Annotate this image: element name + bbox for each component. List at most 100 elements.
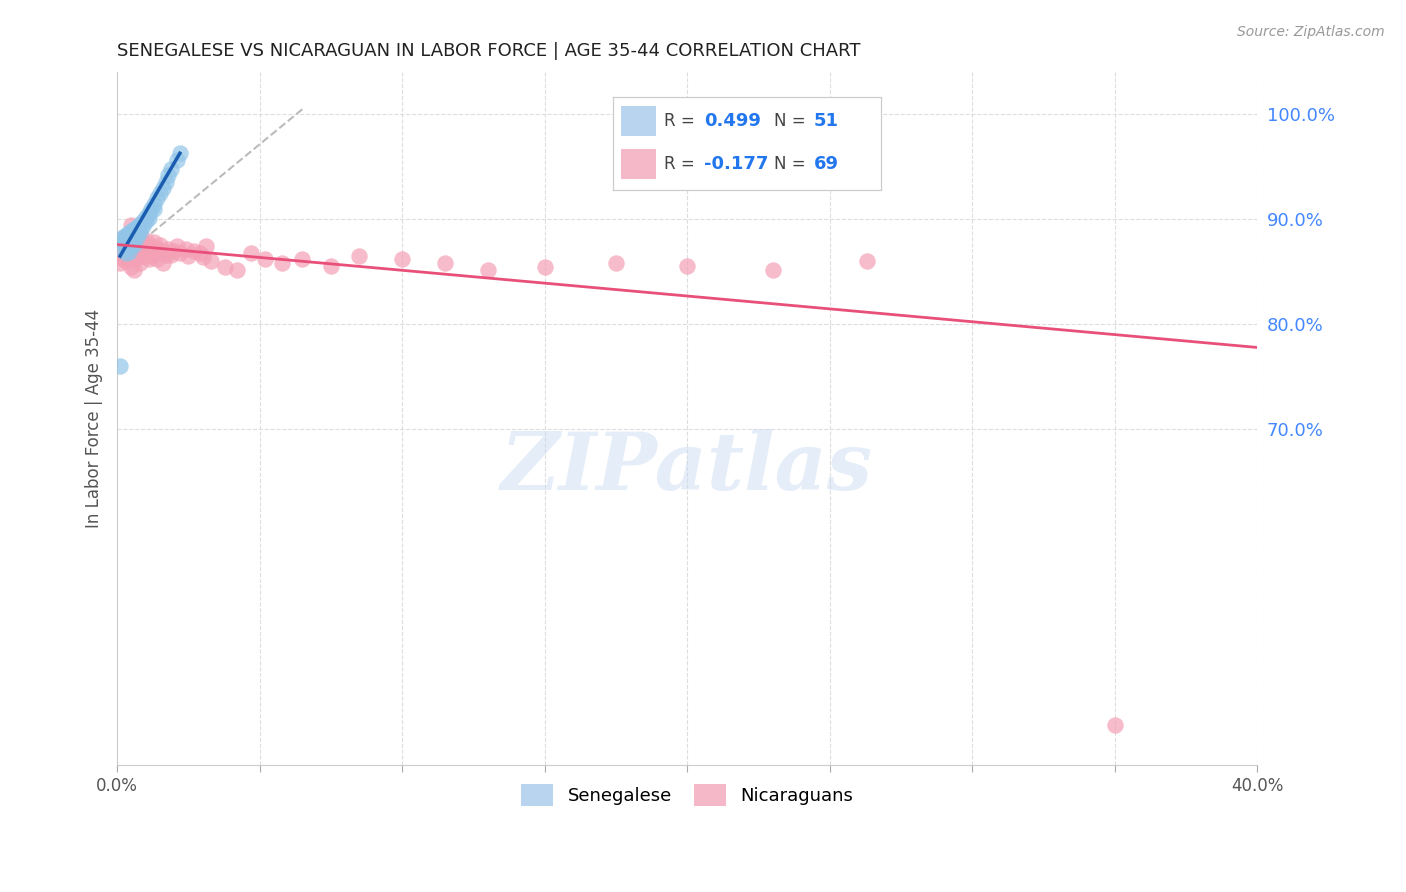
Point <box>138 242 160 256</box>
Point <box>146 191 169 205</box>
Point <box>120 227 142 241</box>
Point <box>194 238 217 252</box>
Point <box>124 232 146 246</box>
Point <box>676 259 699 273</box>
Point <box>114 235 136 249</box>
Point <box>533 260 555 274</box>
Point <box>160 161 183 176</box>
Point <box>146 252 169 267</box>
Point <box>141 249 163 263</box>
Text: Source: ZipAtlas.com: Source: ZipAtlas.com <box>1237 25 1385 39</box>
Point <box>143 246 166 260</box>
Point <box>138 211 160 226</box>
Point <box>129 233 152 247</box>
Point <box>108 256 131 270</box>
Point <box>141 238 163 252</box>
Point <box>127 226 149 240</box>
Point <box>124 262 146 277</box>
Point <box>114 233 136 247</box>
Point <box>124 237 146 252</box>
Point <box>146 242 169 256</box>
Point <box>111 242 134 256</box>
Point <box>120 218 142 232</box>
Point <box>855 254 877 268</box>
Point <box>127 230 149 244</box>
Point <box>166 153 188 167</box>
Point <box>1104 718 1126 732</box>
Y-axis label: In Labor Force | Age 35-44: In Labor Force | Age 35-44 <box>86 310 103 528</box>
Point <box>120 224 142 238</box>
Point <box>349 249 371 263</box>
Point <box>166 238 188 252</box>
Point <box>114 241 136 255</box>
Point <box>149 186 172 201</box>
Point <box>160 248 183 262</box>
Point <box>132 249 155 263</box>
Point <box>117 244 139 259</box>
Point <box>143 202 166 216</box>
Point <box>117 229 139 244</box>
Point <box>124 237 146 252</box>
Point <box>271 256 294 270</box>
Point <box>129 225 152 239</box>
Point <box>127 241 149 255</box>
Point <box>129 244 152 258</box>
Point <box>120 238 142 252</box>
Point <box>127 219 149 234</box>
Point <box>117 229 139 244</box>
Point <box>135 211 157 225</box>
Point <box>132 219 155 233</box>
Point <box>174 242 197 256</box>
Point <box>124 225 146 239</box>
Point <box>129 256 152 270</box>
Point <box>143 235 166 250</box>
Point <box>108 235 131 250</box>
Point <box>433 256 456 270</box>
Point <box>169 146 191 161</box>
Point <box>120 235 142 249</box>
Point <box>127 226 149 240</box>
Point <box>114 228 136 243</box>
Point <box>254 252 277 267</box>
Point <box>114 231 136 245</box>
Point <box>108 359 131 374</box>
Point <box>120 260 142 274</box>
Point <box>129 220 152 235</box>
Point <box>117 240 139 254</box>
Point <box>188 246 211 260</box>
Point <box>127 223 149 237</box>
Point <box>132 214 155 228</box>
Point <box>120 244 142 259</box>
Point <box>762 262 785 277</box>
Point <box>169 246 191 260</box>
Point <box>225 262 247 277</box>
Point <box>143 196 166 211</box>
Point <box>111 252 134 267</box>
Point <box>124 222 146 236</box>
Point <box>214 260 236 274</box>
Point <box>477 262 499 277</box>
Point <box>163 244 186 258</box>
Point <box>117 235 139 250</box>
Point <box>152 256 174 270</box>
Point <box>111 230 134 244</box>
Point <box>111 231 134 245</box>
Point <box>111 236 134 251</box>
Text: SENEGALESE VS NICARAGUAN IN LABOR FORCE | AGE 35-44 CORRELATION CHART: SENEGALESE VS NICARAGUAN IN LABOR FORCE … <box>117 42 860 60</box>
Point <box>117 250 139 264</box>
Point <box>114 246 136 260</box>
Point <box>183 244 205 258</box>
Point <box>291 252 314 267</box>
Point <box>111 243 134 257</box>
Point <box>605 256 627 270</box>
Point <box>114 237 136 252</box>
Point <box>155 248 177 262</box>
Point <box>114 254 136 268</box>
Point <box>117 232 139 246</box>
Point <box>155 175 177 189</box>
Point <box>135 233 157 247</box>
Point <box>117 226 139 240</box>
Point <box>157 242 180 256</box>
Legend: Senegalese, Nicaraguans: Senegalese, Nicaraguans <box>512 775 862 815</box>
Point <box>129 217 152 231</box>
